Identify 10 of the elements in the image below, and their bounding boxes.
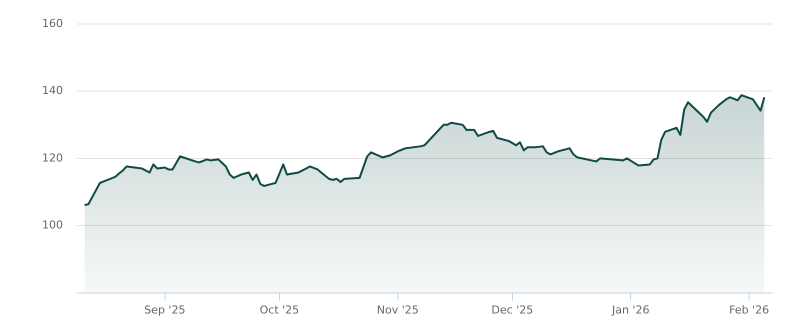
y-tick-label: 160 <box>42 16 63 30</box>
x-tick-label: Jan '26 <box>610 303 650 316</box>
x-tick-label: Oct '25 <box>260 303 300 316</box>
x-tick-label: Sep '25 <box>144 303 186 316</box>
y-tick-label: 140 <box>42 84 63 98</box>
x-tick-label: Feb '26 <box>729 303 770 316</box>
y-tick-label: 120 <box>42 151 63 164</box>
x-tick-label: Dec '25 <box>491 303 534 316</box>
y-tick-label: 100 <box>42 218 63 232</box>
x-tick-label: Nov '25 <box>376 303 419 316</box>
